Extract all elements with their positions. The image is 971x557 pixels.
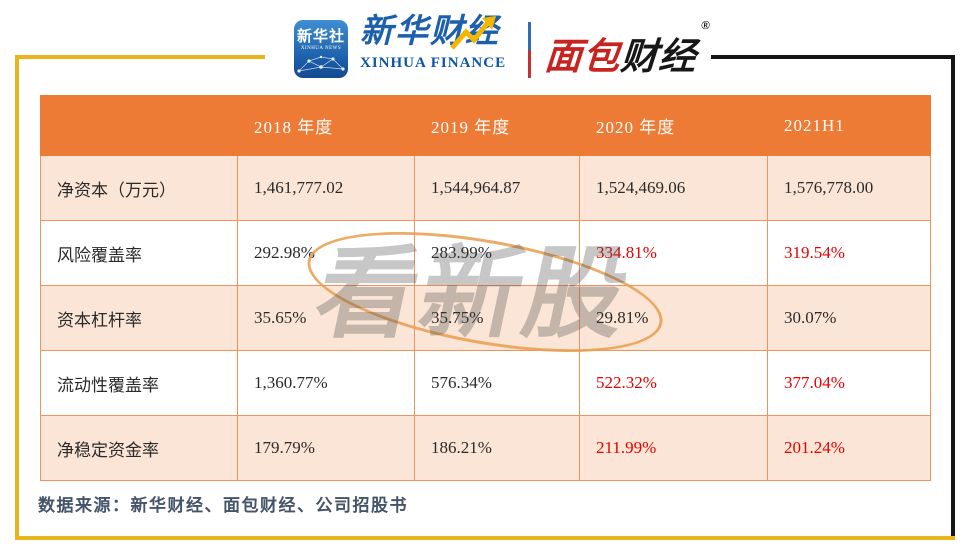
row-label: 净资本（万元） [40,155,238,221]
logo-strip: 新华社 XINHUA NEWS 新华财经 XINHUA FINANCE 面包财经… [280,12,711,86]
frame-border-bottom [15,536,955,540]
header-cell-2018: 2018 年度 [237,95,415,156]
header-cell-2019: 2019 年度 [414,95,580,156]
xinhua-news-label: 新华社 [296,29,345,45]
metric-value-cell: 201.24% [767,415,931,481]
xinhua-finance-cn: 新华财经 [360,14,500,50]
table-row-capital-leverage: 资本杠杆率 35.65% 35.75% 29.81% 30.07% [40,285,931,351]
metric-value-cell: 35.65% [237,285,415,351]
header-cell-metric [40,95,238,156]
metric-value-cell: 522.32% [579,350,768,416]
metric-value-cell: 1,461,777.02 [237,155,415,221]
row-label: 风险覆盖率 [40,220,238,286]
row-label: 资本杠杆率 [40,285,238,351]
frame-border-left [15,55,19,540]
constellation-graphic [297,55,345,73]
table-row-liquidity-coverage: 流动性覆盖率 1,360.77% 576.34% 522.32% 377.04% [40,350,931,416]
frame-border-top-black [708,55,955,59]
metric-value-cell: 1,524,469.06 [579,155,768,221]
metric-value-cell: 334.81% [579,220,768,286]
metric-value-cell: 292.98% [237,220,415,286]
xinhua-news-en-label: XINHUA NEWS [300,46,342,51]
metric-value-cell: 211.99% [579,415,768,481]
financial-metrics-table: 2018 年度 2019 年度 2020 年度 2021H1 净资本（万元） 1… [40,95,931,481]
frame-border-right [951,55,955,536]
logo-divider [528,22,531,78]
metric-value-cell: 186.21% [414,415,580,481]
table-row-net-stable-funding: 净稳定资金率 179.79% 186.21% 211.99% 201.24% [40,415,931,481]
metric-value-cell: 377.04% [767,350,931,416]
data-source-note: 数据来源：新华财经、面包财经、公司招股书 [38,496,408,515]
metric-value-cell: 576.34% [414,350,580,416]
metric-value-cell: 35.75% [414,285,580,351]
header-cell-2021h1: 2021H1 [767,95,931,156]
metric-value-cell: 30.07% [767,285,931,351]
header-cell-2020: 2020 年度 [579,95,768,156]
metric-value-cell: 319.54% [767,220,931,286]
xinhua-finance-en: XINHUA FINANCE [360,55,507,72]
registered-mark: ® [700,18,712,32]
mianbao-finance-logo: 面包财经 ® [543,18,711,80]
table-header-row: 2018 年度 2019 年度 2020 年度 2021H1 [40,95,931,156]
metric-value-cell: 283.99% [414,220,580,286]
metric-value-cell: 29.81% [579,285,768,351]
metric-value-cell: 1,360.77% [237,350,415,416]
mianbao-finance-part1: 面包 [543,37,623,78]
metric-value-cell: 179.79% [237,415,415,481]
row-label: 净稳定资金率 [40,415,238,481]
metric-value-cell: 1,576,778.00 [767,155,931,221]
frame-border-top-gold [15,55,265,59]
xinhua-finance-logo: 新华财经 XINHUA FINANCE [360,12,510,72]
table-row-risk-coverage: 风险覆盖率 292.98% 283.99% 334.81% 319.54% [40,220,931,286]
mianbao-finance-part2: 财经 [619,37,699,78]
table-row-net-capital: 净资本（万元） 1,461,777.02 1,544,964.87 1,524,… [40,155,931,221]
xinhua-news-logo-icon: 新华社 XINHUA NEWS [294,20,348,78]
metric-value-cell: 1,544,964.87 [414,155,580,221]
row-label: 流动性覆盖率 [40,350,238,416]
